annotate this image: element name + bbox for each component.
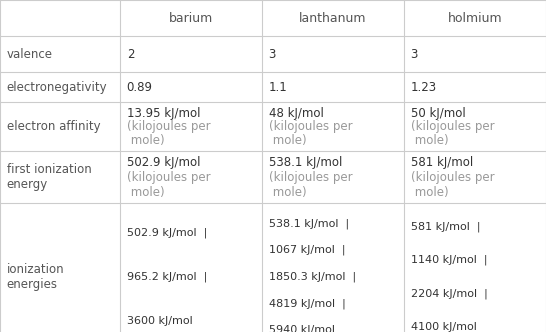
Text: 965.2 kJ/mol  |: 965.2 kJ/mol |	[127, 272, 207, 282]
Text: (kilojoules per: (kilojoules per	[127, 171, 210, 184]
Text: 1850.3 kJ/mol  |: 1850.3 kJ/mol |	[269, 272, 356, 282]
Text: 538.1 kJ/mol  |: 538.1 kJ/mol |	[269, 218, 349, 229]
Text: mole): mole)	[411, 134, 448, 147]
Text: 3: 3	[269, 48, 276, 61]
Text: lanthanum: lanthanum	[299, 12, 367, 25]
Text: mole): mole)	[269, 134, 306, 147]
Text: holmium: holmium	[448, 12, 502, 25]
Text: 0.89: 0.89	[127, 81, 153, 94]
Text: 3: 3	[411, 48, 418, 61]
Text: (kilojoules per: (kilojoules per	[269, 171, 352, 184]
Text: 48 kJ/mol: 48 kJ/mol	[269, 107, 324, 120]
Text: (kilojoules per: (kilojoules per	[269, 121, 352, 133]
Text: mole): mole)	[127, 186, 164, 199]
Text: 4819 kJ/mol  |: 4819 kJ/mol |	[269, 298, 346, 308]
Text: 4100 kJ/mol: 4100 kJ/mol	[411, 322, 477, 332]
Text: 502.9 kJ/mol  |: 502.9 kJ/mol |	[127, 227, 207, 238]
Text: 581 kJ/mol  |: 581 kJ/mol |	[411, 221, 480, 232]
Text: ionization
energies: ionization energies	[7, 263, 64, 291]
Text: 1067 kJ/mol  |: 1067 kJ/mol |	[269, 245, 345, 255]
Text: 50 kJ/mol: 50 kJ/mol	[411, 107, 465, 120]
Text: 581 kJ/mol: 581 kJ/mol	[411, 156, 473, 169]
Text: 1.23: 1.23	[411, 81, 437, 94]
Text: 2204 kJ/mol  |: 2204 kJ/mol |	[411, 288, 488, 298]
Text: 538.1 kJ/mol: 538.1 kJ/mol	[269, 156, 342, 169]
Text: 1140 kJ/mol  |: 1140 kJ/mol |	[411, 255, 487, 265]
Text: (kilojoules per: (kilojoules per	[127, 121, 210, 133]
Text: electronegativity: electronegativity	[7, 81, 107, 94]
Text: valence: valence	[7, 48, 52, 61]
Text: (kilojoules per: (kilojoules per	[411, 121, 494, 133]
Text: 2: 2	[127, 48, 134, 61]
Text: 502.9 kJ/mol: 502.9 kJ/mol	[127, 156, 200, 169]
Text: mole): mole)	[127, 134, 164, 147]
Text: 13.95 kJ/mol: 13.95 kJ/mol	[127, 107, 200, 120]
Text: 1.1: 1.1	[269, 81, 287, 94]
Text: mole): mole)	[269, 186, 306, 199]
Text: 5940 kJ/mol: 5940 kJ/mol	[269, 325, 335, 332]
Text: barium: barium	[169, 12, 213, 25]
Text: electron affinity: electron affinity	[7, 120, 100, 133]
Text: first ionization
energy: first ionization energy	[7, 163, 91, 191]
Text: 3600 kJ/mol: 3600 kJ/mol	[127, 316, 192, 326]
Text: (kilojoules per: (kilojoules per	[411, 171, 494, 184]
Text: mole): mole)	[411, 186, 448, 199]
